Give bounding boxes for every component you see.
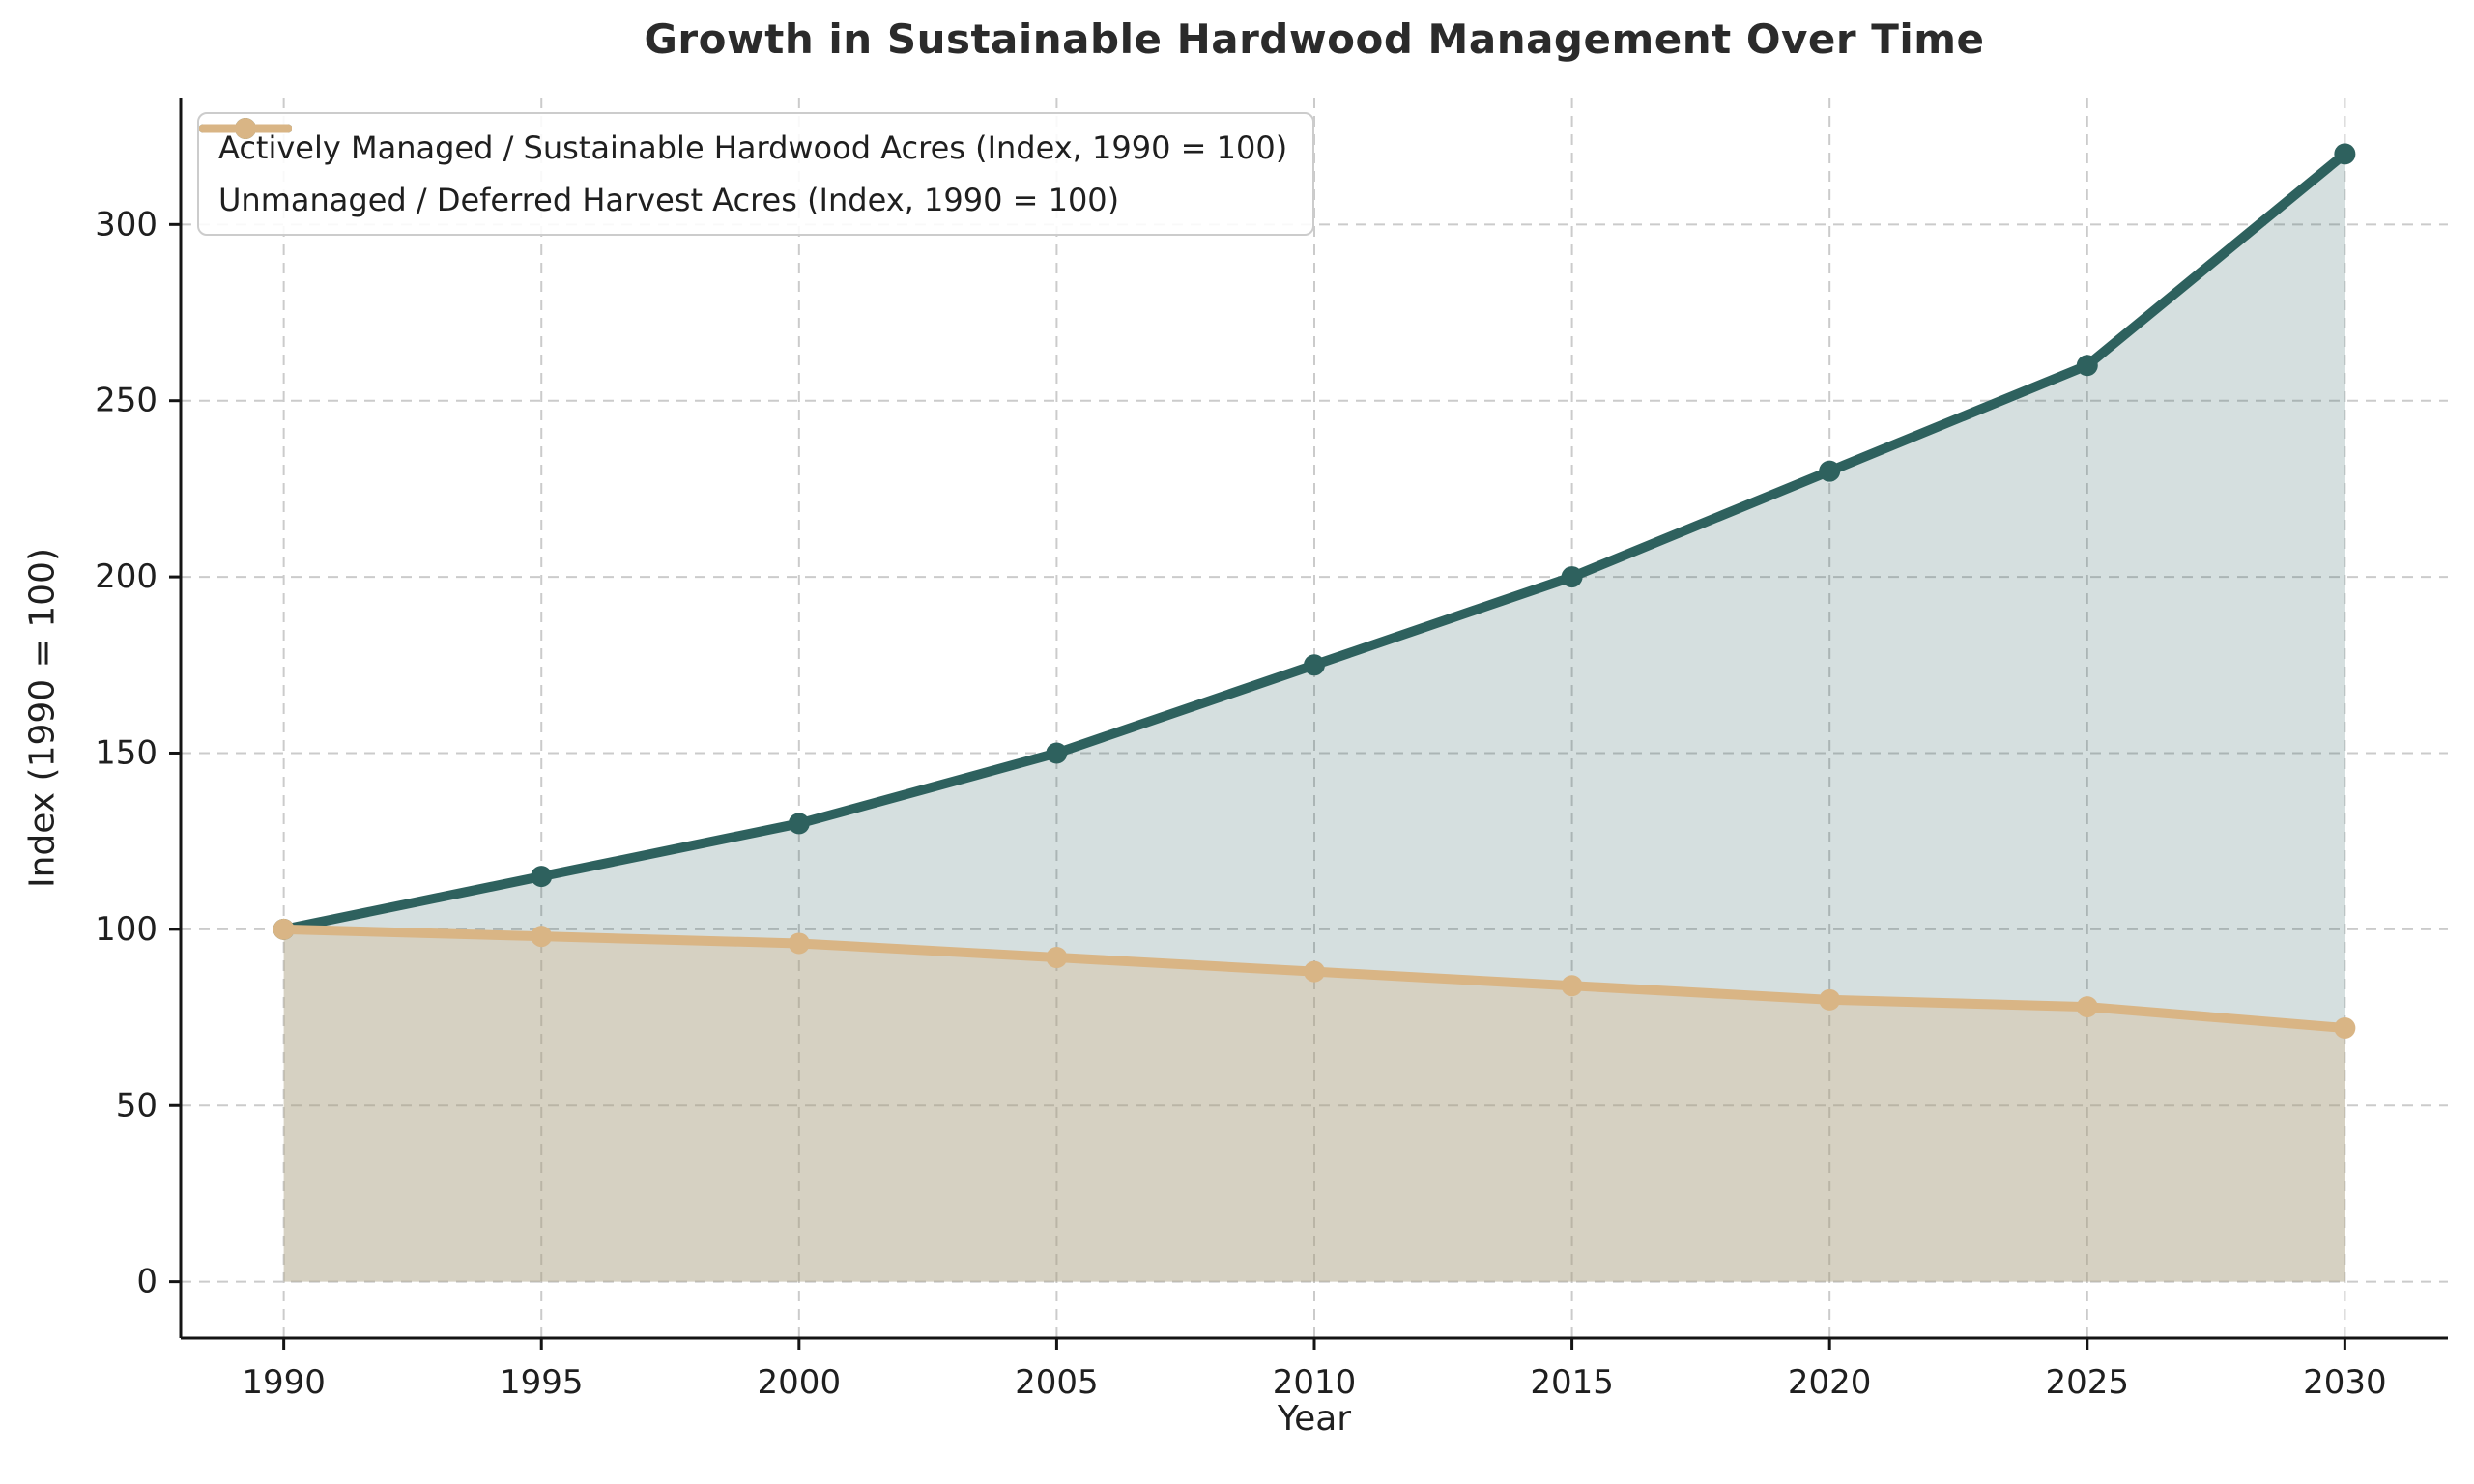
- series-1-marker: [788, 932, 810, 955]
- series-1-marker: [273, 918, 295, 940]
- legend: Actively Managed / Sustainable Hardwood …: [197, 112, 1315, 236]
- x-tick-label: 2025: [2046, 1363, 2130, 1402]
- x-tick-label: 2010: [1273, 1363, 1357, 1402]
- x-axis-label: Year: [1277, 1399, 1352, 1439]
- series-1-marker: [531, 926, 553, 948]
- series-0-marker: [2334, 143, 2356, 165]
- x-tick-label: 2030: [2303, 1363, 2387, 1402]
- y-tick-label: 200: [95, 557, 158, 596]
- legend-swatch-line-icon: [199, 118, 292, 139]
- y-axis-label: Index (1990 = 100): [22, 547, 63, 889]
- series-0-marker: [788, 813, 810, 835]
- series-area-1: [283, 928, 2345, 1282]
- legend-label-unmanaged: Unmanaged / Deferred Harvest Acres (Inde…: [218, 182, 1120, 218]
- chart-title: Growth in Sustainable Hardwood Managemen…: [644, 15, 1985, 63]
- series-0-marker: [1046, 742, 1068, 764]
- y-tick-label: 100: [95, 910, 158, 949]
- x-tick-label: 2000: [758, 1363, 842, 1402]
- y-tick-label: 150: [95, 733, 158, 772]
- x-tick-label: 2020: [1788, 1363, 1872, 1402]
- series-0-marker: [1819, 460, 1841, 482]
- x-tick-label: 2005: [1015, 1363, 1099, 1402]
- series-0-marker: [2076, 355, 2098, 377]
- x-tick-label: 1995: [500, 1363, 584, 1402]
- y-tick-label: 250: [95, 382, 158, 420]
- y-tick-label: 300: [95, 205, 158, 243]
- series-1-marker: [1819, 988, 1841, 1011]
- series-0-marker: [1304, 654, 1325, 676]
- series-0-marker: [1561, 566, 1583, 588]
- x-tick-label: 2015: [1530, 1363, 1614, 1402]
- series-1-marker: [1561, 975, 1583, 997]
- series-1-marker: [2076, 996, 2098, 1018]
- legend-item-managed: Actively Managed / Sustainable Hardwood …: [199, 118, 1288, 166]
- x-tick-label: 1990: [242, 1363, 326, 1402]
- legend-item-unmanaged: Unmanaged / Deferred Harvest Acres (Inde…: [199, 118, 1287, 218]
- series-1-marker: [1046, 947, 1068, 969]
- y-tick-label: 50: [116, 1086, 158, 1125]
- legend-label-managed: Actively Managed / Sustainable Hardwood …: [218, 129, 1288, 166]
- series-0-marker: [531, 866, 553, 888]
- series-1-marker: [1304, 960, 1325, 983]
- y-tick-label: 0: [136, 1263, 158, 1301]
- series-1-marker: [2334, 1017, 2356, 1039]
